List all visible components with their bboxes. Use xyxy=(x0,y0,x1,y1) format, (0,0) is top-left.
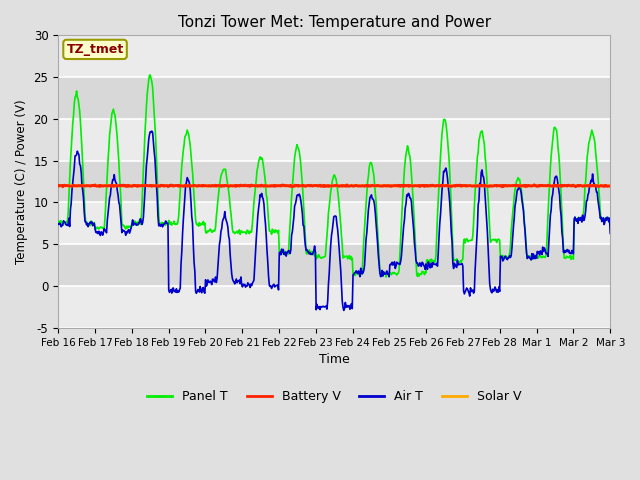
Bar xyxy=(58,119,611,161)
Air T xyxy=(121,229,129,235)
Line: Air T: Air T xyxy=(58,131,611,311)
Panel T xyxy=(178,163,186,168)
Solar V xyxy=(121,183,129,189)
Battery V xyxy=(206,183,214,189)
Solar V xyxy=(157,182,165,188)
Bar xyxy=(58,36,611,77)
Panel T xyxy=(147,72,154,78)
Bar xyxy=(58,286,611,328)
Y-axis label: Temperature (C) / Power (V): Temperature (C) / Power (V) xyxy=(15,99,28,264)
Solar V xyxy=(178,183,186,189)
Battery V xyxy=(417,183,425,189)
Line: Solar V: Solar V xyxy=(58,185,611,186)
Solar V xyxy=(207,183,215,189)
Battery V xyxy=(607,183,614,189)
Air T xyxy=(64,223,72,228)
Battery V xyxy=(177,183,185,189)
Solar V xyxy=(208,183,216,189)
Battery V xyxy=(531,182,538,188)
Line: Battery V: Battery V xyxy=(58,185,611,187)
Panel T xyxy=(207,227,215,233)
Panel T xyxy=(382,274,390,280)
Battery V xyxy=(64,183,72,189)
Battery V xyxy=(498,184,506,190)
Battery V xyxy=(121,182,129,188)
Panel T xyxy=(64,211,72,216)
Air T xyxy=(148,128,156,134)
Air T xyxy=(340,308,348,313)
Solar V xyxy=(607,183,614,189)
Panel T xyxy=(419,269,427,275)
Line: Panel T: Panel T xyxy=(58,75,611,277)
Bar xyxy=(58,77,611,119)
Legend: Panel T, Battery V, Air T, Solar V: Panel T, Battery V, Air T, Solar V xyxy=(142,385,526,408)
Panel T xyxy=(121,225,129,231)
Air T xyxy=(607,230,614,236)
Title: Tonzi Tower Met: Temperature and Power: Tonzi Tower Met: Temperature and Power xyxy=(178,15,491,30)
Air T xyxy=(178,249,186,255)
Solar V xyxy=(419,183,427,189)
Panel T xyxy=(607,217,614,223)
Text: TZ_tmet: TZ_tmet xyxy=(67,43,124,56)
Air T xyxy=(403,192,411,198)
Panel T xyxy=(54,218,62,224)
Solar V xyxy=(403,183,411,189)
Solar V xyxy=(54,183,62,189)
Solar V xyxy=(64,183,72,189)
Air T xyxy=(419,260,427,266)
Panel T xyxy=(403,147,411,153)
Bar xyxy=(58,244,611,286)
Battery V xyxy=(54,183,62,189)
X-axis label: Time: Time xyxy=(319,353,349,366)
Bar xyxy=(58,203,611,244)
Air T xyxy=(207,279,215,285)
Air T xyxy=(54,221,62,227)
Battery V xyxy=(401,183,409,189)
Bar xyxy=(58,161,611,203)
